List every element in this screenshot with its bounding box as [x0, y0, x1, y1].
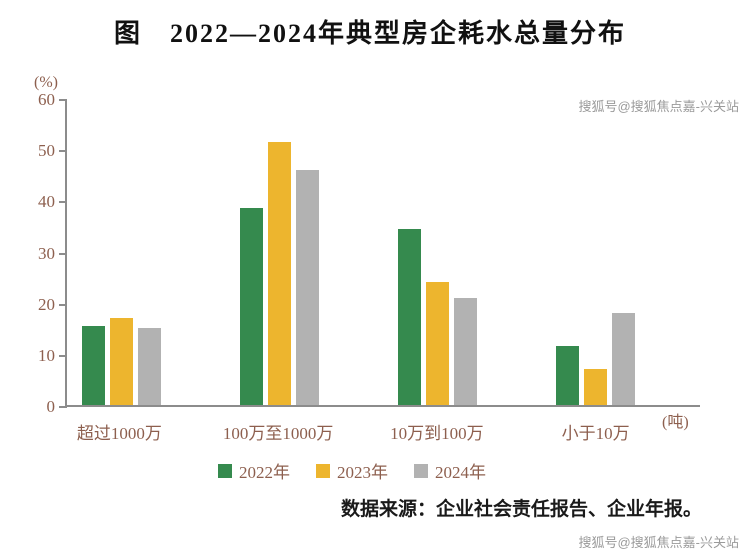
bar — [454, 297, 478, 405]
bar-group — [517, 100, 675, 405]
legend-swatch — [218, 463, 232, 478]
x-axis-unit-label: (吨) — [662, 414, 689, 431]
legend-label: 2024年 — [435, 463, 486, 482]
chart-title: 图 2022—2024年典型房企耗水总量分布 — [113, 19, 626, 48]
legend-item: 2022年 — [218, 458, 290, 483]
bar — [612, 312, 636, 405]
bar — [137, 328, 161, 405]
y-axis-unit-label: (%) — [34, 74, 58, 91]
legend-swatch — [316, 463, 330, 478]
y-axis-tick — [59, 99, 67, 101]
bar — [584, 369, 608, 405]
watermark-bottom: 搜狐号@搜狐焦点嘉-兴关站 — [578, 535, 739, 550]
legend-label: 2023年 — [337, 463, 388, 482]
category-row: 超过1000万 100万至1000万 10万到100万 小于10万 — [40, 419, 675, 444]
legend-item: 2024年 — [414, 458, 486, 483]
x-category-label: 10万到100万 — [390, 424, 484, 443]
y-tick-label: 20 — [38, 294, 55, 314]
bars-row — [42, 100, 675, 405]
bar — [398, 228, 422, 405]
y-tick-label: 50 — [38, 141, 55, 161]
y-axis-tick — [59, 150, 67, 153]
y-tick-label: 40 — [38, 192, 55, 212]
bar-group — [359, 100, 517, 405]
bar — [556, 346, 580, 405]
x-category-label: 100万至1000万 — [222, 424, 334, 443]
data-source-note: 数据来源：企业社会责任报告、企业年报。 — [340, 499, 702, 520]
y-axis-tick — [59, 303, 67, 306]
x-category-label: 超过1000万 — [76, 424, 162, 443]
y-tick-label: 0 — [46, 397, 56, 416]
y-tick-label: 60 — [38, 90, 55, 109]
y-axis-tick — [59, 406, 67, 408]
bar-group — [42, 100, 200, 405]
y-axis-tick — [59, 354, 67, 357]
y-tick-label: 10 — [38, 345, 55, 365]
watermark-top: 搜狐号@搜狐焦点嘉-兴关站 — [578, 99, 739, 114]
legend: 2022年 2023年 2024年 — [0, 458, 704, 483]
legend-swatch — [414, 463, 428, 478]
bar — [109, 318, 133, 405]
legend-item: 2023年 — [316, 458, 388, 483]
y-tick-label: 30 — [38, 243, 55, 263]
y-axis-tick — [59, 201, 67, 204]
y-axis-tick — [59, 252, 67, 255]
plot-area: 0 10 20 30 40 50 60 — [38, 90, 700, 416]
bar — [426, 282, 450, 405]
bar — [267, 141, 291, 405]
bar-group — [200, 100, 358, 405]
legend-label: 2022年 — [239, 463, 290, 482]
bar — [81, 325, 105, 405]
bar — [239, 208, 263, 405]
x-category-label: 小于10万 — [561, 424, 630, 443]
bar — [295, 169, 319, 405]
